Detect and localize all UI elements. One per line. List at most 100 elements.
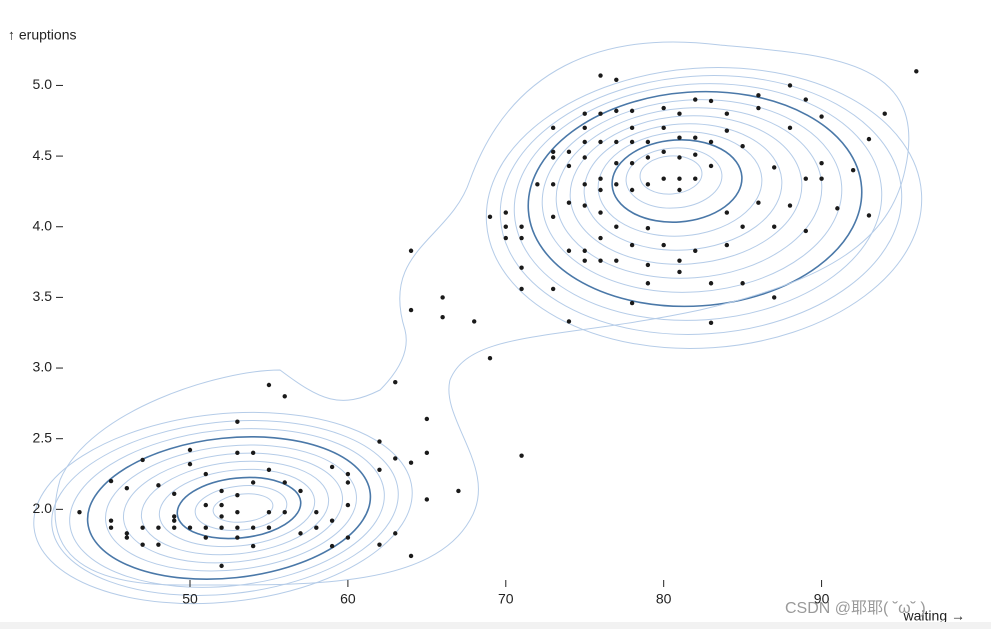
point — [345, 480, 351, 485]
point — [314, 509, 319, 515]
contour — [541, 99, 843, 293]
point — [377, 439, 382, 444]
point — [250, 450, 256, 456]
point — [345, 535, 351, 540]
point — [219, 502, 224, 508]
point — [203, 471, 208, 477]
contour — [611, 139, 743, 223]
point — [550, 125, 556, 131]
point — [219, 525, 224, 530]
point — [645, 262, 651, 268]
point — [172, 525, 177, 530]
point — [645, 139, 651, 145]
point — [914, 69, 919, 74]
point — [393, 379, 398, 385]
point — [787, 83, 793, 88]
point — [882, 111, 887, 116]
point — [440, 295, 445, 300]
point — [519, 453, 524, 458]
point — [377, 467, 382, 472]
point — [708, 139, 714, 145]
point — [598, 176, 603, 181]
point — [740, 224, 745, 229]
point — [740, 143, 745, 149]
point — [693, 152, 698, 157]
point — [724, 111, 730, 116]
point — [108, 518, 114, 523]
point — [661, 125, 666, 131]
contour — [158, 468, 316, 548]
point — [519, 286, 524, 292]
point — [393, 531, 398, 536]
point — [108, 478, 114, 484]
x-tick-label: 80 — [656, 591, 672, 607]
point — [393, 456, 398, 461]
contour — [527, 90, 863, 308]
point — [566, 200, 572, 205]
point — [519, 235, 524, 241]
point — [235, 509, 240, 515]
point — [598, 139, 603, 145]
point — [819, 160, 824, 166]
point — [298, 531, 303, 536]
point — [503, 235, 508, 241]
point — [298, 488, 303, 494]
point — [661, 176, 666, 181]
contour — [597, 131, 763, 237]
contour — [583, 123, 783, 251]
point — [677, 269, 682, 275]
point — [582, 139, 587, 145]
point — [235, 525, 240, 530]
point — [598, 235, 603, 241]
point — [708, 163, 714, 169]
point — [756, 105, 761, 111]
point — [645, 225, 651, 231]
point — [519, 265, 524, 270]
point — [629, 242, 635, 248]
point — [408, 460, 414, 465]
point — [408, 553, 414, 559]
contour — [54, 41, 910, 586]
contour — [499, 75, 903, 335]
y-tick-label: 4.5 — [33, 147, 53, 163]
point — [677, 155, 682, 160]
point — [598, 111, 603, 116]
point — [203, 502, 208, 508]
point — [661, 105, 666, 111]
point — [629, 300, 635, 306]
point — [250, 525, 256, 530]
point — [772, 224, 777, 229]
point — [235, 450, 240, 456]
point — [614, 77, 619, 82]
point — [614, 224, 619, 229]
contour — [555, 107, 823, 279]
point — [756, 93, 761, 98]
point — [140, 457, 145, 463]
point — [645, 182, 651, 187]
point — [203, 525, 208, 530]
point — [487, 355, 493, 361]
point — [140, 542, 145, 547]
point — [156, 525, 161, 530]
point — [582, 203, 587, 208]
contour — [639, 155, 703, 195]
point — [724, 210, 730, 215]
point — [629, 139, 635, 145]
point — [614, 160, 619, 166]
point — [487, 214, 493, 220]
point — [677, 111, 682, 116]
point — [629, 160, 635, 166]
point — [724, 242, 730, 248]
point — [519, 224, 524, 229]
point — [235, 419, 240, 424]
point — [550, 182, 556, 187]
point — [77, 509, 82, 515]
contour — [122, 452, 344, 564]
point — [172, 518, 177, 523]
point — [408, 307, 414, 313]
point — [535, 182, 540, 187]
point — [582, 111, 587, 116]
y-tick-label: 3.5 — [33, 288, 53, 304]
point — [614, 108, 619, 114]
